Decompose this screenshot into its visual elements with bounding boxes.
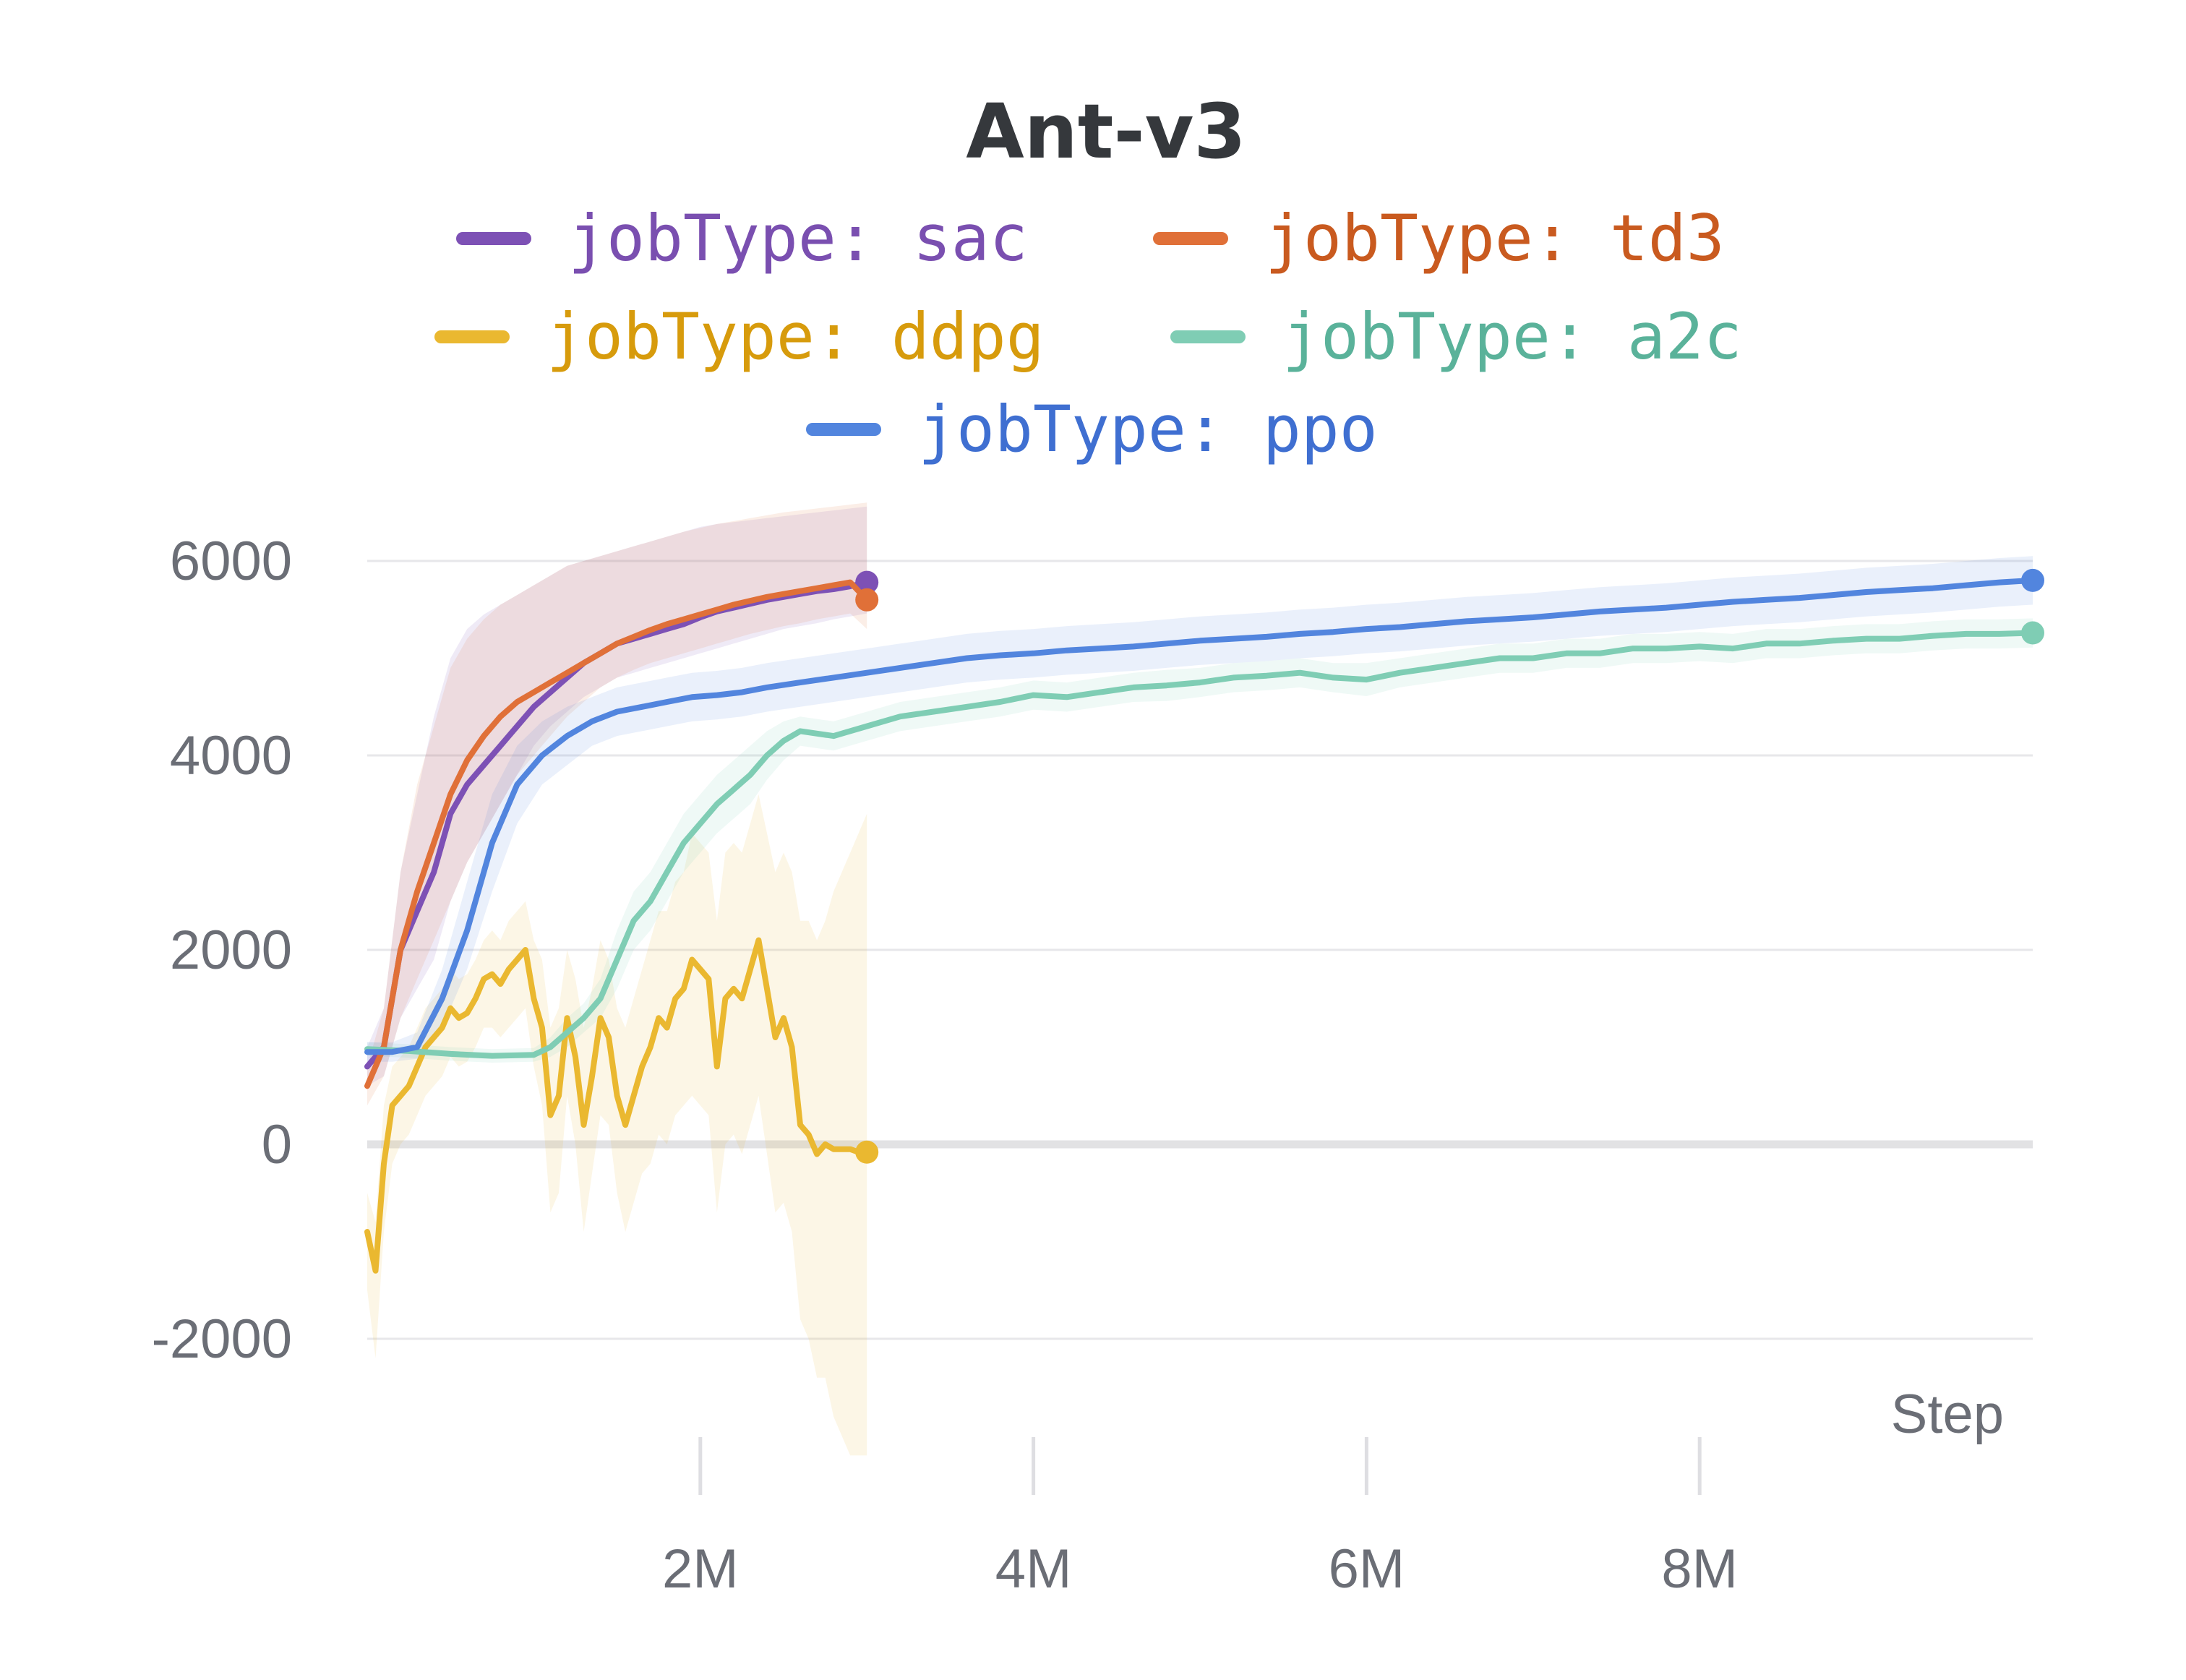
legend-label-a2c: jobType: a2c [1282, 299, 1742, 374]
series-endpoint-td3 [855, 588, 879, 612]
series-endpoint-sac [855, 570, 879, 594]
series-line-td3 [364, 579, 870, 1089]
legend-label-ddpg: jobType: ddpg [546, 299, 1045, 374]
series-line-ppo [364, 577, 2036, 1055]
series-line-ddpg [364, 937, 870, 1274]
legend: jobType: sac jobType: td3 jobType: ddpg job… [434, 201, 1742, 466]
x-tick-label-1: 4M [995, 1538, 1072, 1600]
x-axis-label: Step [1891, 1384, 2004, 1445]
y-tick-label-1: 4000 [170, 725, 292, 787]
series-endpoint-ddpg [855, 1140, 879, 1164]
series-lines [364, 568, 2044, 1274]
legend-item-td3: jobType: td3 [1153, 201, 1725, 275]
band-a2c [367, 618, 2033, 1063]
y-tick-label-4: -2000 [152, 1308, 292, 1370]
x-axis: 2M 4M 6M 8M [662, 1437, 1738, 1600]
band-td3 [367, 502, 867, 1106]
y-tick-label-2: 2000 [170, 920, 292, 981]
grid-lines [367, 560, 2033, 1340]
y-tick-label-3: 0 [262, 1114, 292, 1175]
chart-title: Ant-v3 [966, 87, 1246, 176]
x-tick-label-0: 2M [662, 1538, 739, 1600]
legend-item-ppo: jobType: ppo [806, 392, 1378, 466]
y-axis: 6000 4000 2000 0 -2000 [152, 531, 292, 1370]
series-endpoint-a2c [2021, 621, 2044, 645]
legend-label-ppo: jobType: ppo [918, 392, 1378, 466]
y-tick-label-0: 6000 [170, 531, 292, 592]
series-line-a2c [364, 630, 2036, 1059]
band-sac [367, 506, 867, 1087]
x-tick-label-2: 6M [1329, 1538, 1405, 1600]
band-ddpg [367, 794, 867, 1456]
legend-label-sac: jobType: sac [568, 201, 1028, 275]
x-tick-label-3: 8M [1661, 1538, 1738, 1600]
legend-item-sac: jobType: sac [456, 201, 1028, 275]
legend-item-a2c: jobType: a2c [1170, 299, 1742, 374]
legend-item-ddpg: jobType: ddpg [434, 299, 1045, 374]
legend-label-td3: jobType: td3 [1265, 201, 1725, 275]
series-endpoint-ppo [2021, 568, 2044, 592]
